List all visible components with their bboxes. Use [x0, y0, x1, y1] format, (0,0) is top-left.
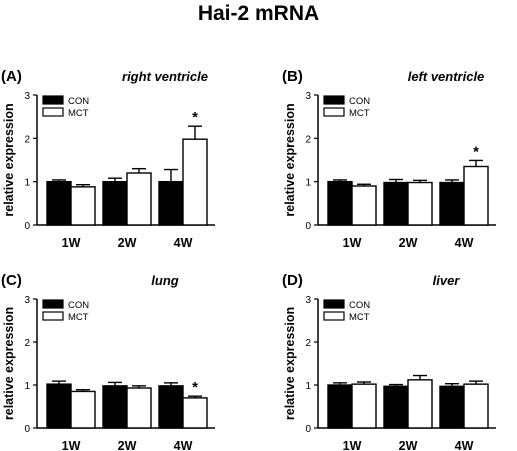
legend-swatch: [323, 299, 345, 309]
bar-mct: [182, 138, 208, 226]
bar-con: [327, 180, 353, 226]
y-tick-label: 1: [305, 178, 311, 189]
legend-label: MCT: [349, 312, 370, 323]
chart-title: liver: [433, 273, 461, 288]
bar-mct: [463, 383, 489, 429]
bar-con: [383, 385, 409, 429]
legend-label: CON: [349, 96, 370, 107]
bar-mct: [70, 390, 96, 429]
panel-label: (D): [282, 272, 303, 289]
bar-mct: [351, 383, 377, 429]
chart-panel-4: (D) liver relative expression 0 1 2 3 1W 2W 4W CON…: [282, 272, 496, 451]
y-tick-label: 3: [305, 91, 311, 102]
bar-mct: [182, 397, 208, 429]
legend-swatch: [323, 311, 345, 321]
chart-title: left ventricle: [408, 69, 485, 84]
x-tick-label: 4W: [455, 236, 474, 250]
y-tick-label: 2: [305, 134, 311, 145]
y-tick-label: 0: [24, 424, 30, 435]
legend-swatch: [323, 107, 345, 117]
legend-label: MCT: [68, 108, 89, 119]
panel-label: (B): [282, 68, 303, 85]
x-tick-label: 4W: [174, 439, 193, 451]
y-tick-label: 2: [24, 134, 30, 145]
chart-panel-3: (C) lung relative expression 0 1 2 3 1W 2W 4W * CON…: [1, 272, 215, 451]
x-tick-label: 1W: [62, 236, 81, 250]
x-tick-label: 1W: [343, 236, 362, 250]
legend-label: MCT: [68, 312, 89, 323]
y-tick-label: 0: [24, 221, 30, 232]
x-tick-label: 2W: [118, 439, 137, 451]
bar-mct: [126, 172, 152, 226]
y-tick-label: 1: [24, 178, 30, 189]
y-tick-label: 3: [24, 295, 30, 306]
bar-mct: [351, 185, 377, 226]
figure-title: Hai-2 mRNA: [197, 2, 320, 25]
bar-con: [439, 385, 465, 429]
x-tick-label: 4W: [455, 439, 474, 451]
legend-swatch: [42, 311, 64, 321]
panel-label: (C): [1, 272, 22, 289]
x-tick-label: 2W: [118, 236, 137, 250]
y-tick-label: 3: [305, 295, 311, 306]
bar-con: [327, 384, 353, 429]
y-axis-label: relative expression: [2, 103, 16, 216]
significance-marker: *: [473, 143, 479, 160]
y-tick-label: 1: [305, 381, 311, 392]
legend-label: CON: [349, 300, 370, 311]
chart-panel-1: (A) right ventricle relative expression 0 1 2…: [1, 68, 215, 250]
bar-con: [383, 181, 409, 226]
bar-mct: [407, 379, 433, 429]
chart-title: right ventricle: [122, 69, 208, 84]
bar-con: [158, 385, 184, 429]
bar-con: [46, 383, 72, 429]
bar-con: [102, 180, 128, 226]
x-tick-label: 4W: [174, 236, 193, 250]
legend-swatch: [323, 95, 345, 105]
legend-swatch: [42, 95, 64, 105]
panel-label: (A): [1, 68, 22, 85]
chart-panel-2: (B) left ventricle relative expression 0 1 2 3…: [282, 68, 496, 250]
y-tick-label: 2: [24, 338, 30, 349]
chart-title: lung: [151, 273, 178, 288]
bar-mct: [407, 181, 433, 226]
legend-swatch: [42, 299, 64, 309]
y-tick-label: 1: [24, 381, 30, 392]
x-tick-label: 1W: [343, 439, 362, 451]
significance-marker: *: [192, 379, 198, 396]
legend-label: CON: [68, 300, 89, 311]
significance-marker: *: [192, 109, 198, 126]
bar-con: [102, 385, 128, 429]
y-tick-label: 0: [305, 424, 311, 435]
y-axis-label: relative expression: [2, 307, 16, 420]
legend-label: CON: [68, 96, 89, 107]
bar-con: [439, 181, 465, 226]
legend-swatch: [42, 107, 64, 117]
y-axis-label: relative expression: [283, 307, 297, 420]
y-tick-label: 0: [305, 221, 311, 232]
bar-mct: [463, 165, 489, 226]
legend-label: MCT: [349, 108, 370, 119]
bar-con: [158, 180, 184, 226]
bar-mct: [126, 387, 152, 429]
y-axis-label: relative expression: [283, 103, 297, 216]
x-tick-label: 1W: [62, 439, 81, 451]
bar-con: [46, 180, 72, 226]
y-tick-label: 2: [305, 338, 311, 349]
y-tick-label: 3: [24, 91, 30, 102]
x-tick-label: 2W: [399, 236, 418, 250]
bar-mct: [70, 186, 96, 226]
x-tick-label: 2W: [399, 439, 418, 451]
